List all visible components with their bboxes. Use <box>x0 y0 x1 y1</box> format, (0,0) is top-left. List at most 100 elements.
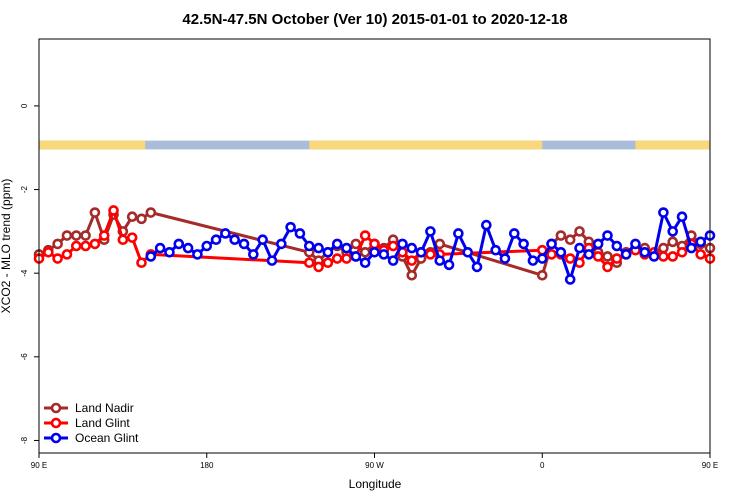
x-axis: 90 E 180 90 W 0 90 E <box>31 453 718 470</box>
series-2-point-36 <box>481 219 492 231</box>
series-2-point-7 <box>210 234 222 246</box>
legend-marker-0 <box>50 402 62 414</box>
series-2-point-3 <box>173 238 185 250</box>
series-2-point-18 <box>313 242 324 254</box>
series-2-point-17 <box>303 240 315 252</box>
series-2-point-21 <box>341 242 352 254</box>
x-axis-label: Longitude <box>349 477 402 491</box>
series-2-point-59 <box>695 236 706 248</box>
series-2-point-11 <box>248 249 259 260</box>
land-mask-band <box>39 140 710 150</box>
series-2-point-1 <box>154 242 166 254</box>
series-2-point-16 <box>294 228 306 239</box>
series-2-point-39 <box>508 228 520 239</box>
series-1-point-35 <box>602 261 613 273</box>
series-layer <box>33 205 716 285</box>
land-segment-1 <box>309 140 543 150</box>
series-2-point-51 <box>620 249 632 260</box>
series-2-point-32 <box>443 259 455 271</box>
series-2-point-28 <box>406 242 418 254</box>
series-1-point-15 <box>322 257 334 269</box>
y-tick-label-4: -8 <box>20 436 29 444</box>
series-1-point-2 <box>52 253 63 264</box>
series-2-point-19 <box>322 246 334 258</box>
series-2-point-25 <box>378 249 390 260</box>
series-2-point-5 <box>192 249 203 260</box>
chart-title: 42.5N-47.5N October (Ver 10) 2015-01-01 … <box>182 11 567 28</box>
series-2-point-0 <box>145 251 157 262</box>
series-2-point-31 <box>434 255 446 266</box>
series-0-point-42 <box>667 236 679 248</box>
series-0-point-10 <box>126 211 138 223</box>
series-0-point-35 <box>602 251 613 262</box>
series-1-point-3 <box>61 249 73 260</box>
series-0-point-28 <box>536 269 548 281</box>
series-0-point-19 <box>359 246 371 258</box>
series-line-2 <box>149 211 711 281</box>
series-0-point-27 <box>434 238 446 250</box>
series-2-point-8 <box>220 228 231 239</box>
series-1-point-34 <box>592 251 604 262</box>
series-2-point-46 <box>574 242 585 254</box>
y-tick-label-3: -6 <box>20 353 29 361</box>
y-tick-label-1: -2 <box>20 185 29 193</box>
series-2-point-12 <box>257 234 268 246</box>
series-0-point-32 <box>574 226 585 237</box>
legend-label-0: Land Nadir <box>75 401 134 415</box>
series-2-point-23 <box>359 257 371 269</box>
x-tick-label-4: 90 E <box>702 461 718 470</box>
series-1-point-24 <box>406 255 418 266</box>
series-1-point-5 <box>80 240 91 252</box>
land-segment-2 <box>635 140 710 150</box>
y-tick-label-2: -4 <box>20 269 29 277</box>
series-2-point-27 <box>397 238 408 250</box>
series-0-point-12 <box>145 207 157 218</box>
x-tick-label-1: 180 <box>200 461 214 470</box>
legend-label-1: Land Glint <box>75 416 130 430</box>
series-2-point-37 <box>490 244 501 256</box>
series-0-point-41 <box>658 242 669 254</box>
series-1-point-8 <box>108 205 119 216</box>
x-tick-label-0: 90 E <box>31 461 47 470</box>
series-2-point-44 <box>555 246 567 258</box>
series-2-point-24 <box>369 246 380 258</box>
series-2-point-43 <box>546 238 557 250</box>
series-2-point-40 <box>518 238 529 250</box>
series-1-point-42 <box>667 251 679 262</box>
series-2-point-26 <box>387 255 399 266</box>
x-tick-label-2: 90 W <box>365 461 384 470</box>
series-2-point-22 <box>350 251 362 262</box>
series-1-point-4 <box>70 240 82 252</box>
series-2 <box>145 207 716 285</box>
y-axis-label: XCO2 - MLO trend (ppm) <box>0 179 13 314</box>
series-2-point-4 <box>182 242 194 254</box>
series-1-point-41 <box>658 251 669 262</box>
series-0-point-31 <box>564 234 576 246</box>
series-2-point-54 <box>648 251 660 262</box>
series-2-point-13 <box>266 255 278 266</box>
series-2-point-20 <box>331 238 343 250</box>
series-2-point-30 <box>425 226 436 237</box>
series-1-point-19 <box>359 230 371 241</box>
series-0-point-2 <box>52 238 63 250</box>
series-2-point-10 <box>238 238 250 250</box>
series-1-point-26 <box>425 249 436 260</box>
series-2-point-48 <box>592 238 604 250</box>
series-1-point-14 <box>313 261 324 273</box>
series-2-point-58 <box>686 242 697 254</box>
series-1-point-22 <box>387 240 399 252</box>
series-1-point-7 <box>98 230 110 241</box>
land-segment-0 <box>39 140 146 150</box>
series-1-point-6 <box>89 238 101 250</box>
series-2-point-45 <box>564 274 576 285</box>
series-2-point-50 <box>611 240 623 252</box>
legend-marker-2 <box>50 432 62 444</box>
series-0-point-11 <box>136 213 147 225</box>
series-1-point-16 <box>331 253 343 264</box>
series-2-point-41 <box>527 255 539 266</box>
series-1-point-20 <box>369 238 380 250</box>
series-2-point-47 <box>583 249 595 260</box>
y-axis: 0 -2 -4 -6 -8 <box>20 103 39 444</box>
